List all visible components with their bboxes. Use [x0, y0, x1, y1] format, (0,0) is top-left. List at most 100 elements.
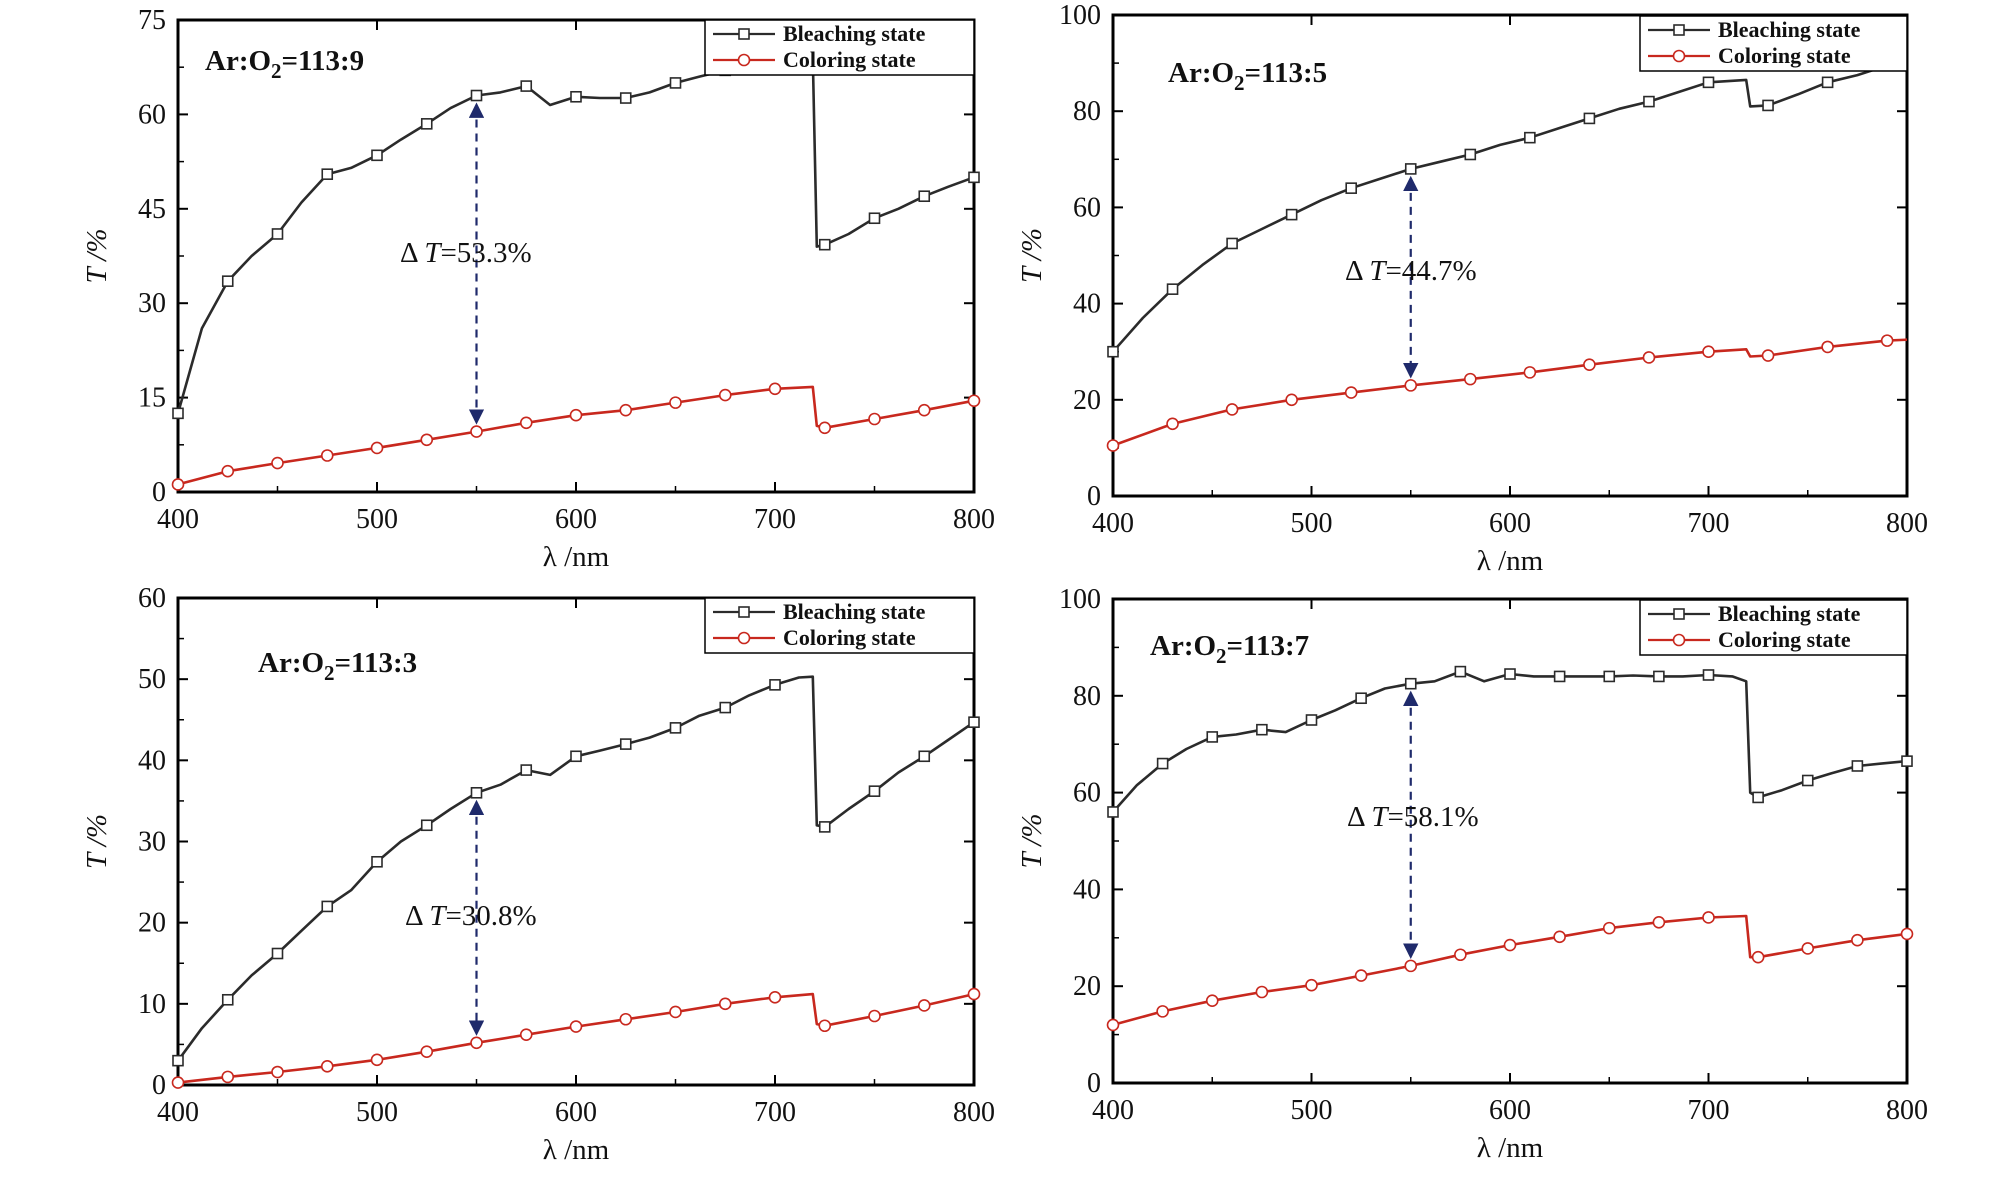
y-tick-label: 80: [1073, 681, 1101, 712]
y-tick-label: 100: [1059, 0, 1101, 31]
coloring-circle-marker: [1205, 994, 1219, 1008]
bleaching-square-marker: [520, 764, 533, 776]
coloring-circle-marker: [320, 449, 334, 462]
bleaching-square-marker: [918, 750, 931, 763]
coloring-circle-marker: [1751, 950, 1765, 964]
bleaching-square-marker: [1752, 791, 1764, 804]
coloring-circle-marker: [171, 1076, 185, 1089]
y-tick-label: 10: [138, 989, 166, 1020]
coloring-circle-marker: [1464, 372, 1477, 386]
legend-coloring-label: Coloring state: [783, 47, 916, 72]
coloring-circle-marker: [718, 997, 732, 1011]
coloring-circle-marker: [669, 396, 682, 409]
bleaching-square-marker: [520, 80, 533, 92]
coloring-circle-marker: [1225, 403, 1239, 416]
bleaching-square-marker: [1524, 131, 1536, 144]
y-tick-label: 60: [1073, 192, 1101, 223]
y-axis-title: T /%: [1016, 813, 1048, 868]
coloring-circle-marker: [1900, 927, 1914, 941]
bleaching-square-marker: [1305, 714, 1318, 726]
y-tick-label: 50: [138, 664, 166, 695]
coloring-circle-marker: [1602, 921, 1616, 935]
coloring-circle-marker: [1404, 379, 1418, 392]
x-axis-title: λ /nm: [543, 1134, 610, 1166]
condition-prefix: Ar:O: [1150, 630, 1216, 662]
x-tick-label: 400: [1092, 508, 1134, 539]
bleaching-square-marker: [1643, 95, 1655, 108]
legend-bleaching-marker: [1673, 24, 1685, 36]
x-tick-label: 500: [356, 504, 398, 535]
coloring-circle-marker: [370, 441, 384, 455]
condition-label: Ar:O2=113:5: [1168, 57, 1327, 95]
bleaching-series-line: [176, 56, 975, 414]
bleaching-square-marker: [1901, 755, 1913, 767]
bleaching-square-marker: [1226, 237, 1238, 250]
y-tick-label: 40: [1073, 874, 1101, 905]
delta-label: Δ T=53.3%: [400, 237, 532, 269]
coloring-circle-marker: [470, 1036, 483, 1050]
x-tick-label: 700: [1688, 508, 1730, 539]
coloring-circle-marker: [718, 388, 732, 402]
y-tick-label: 15: [138, 383, 166, 414]
bleaching-square-marker: [1404, 163, 1417, 175]
coloring-circle-marker: [1454, 948, 1467, 962]
x-tick-label: 800: [953, 504, 995, 535]
y-axis-title: T /%: [81, 228, 113, 283]
x-tick-label: 500: [1291, 508, 1333, 539]
y-tick-label: 20: [1073, 385, 1101, 416]
y-tick-label: 40: [1073, 289, 1101, 320]
coloring-circle-marker: [1285, 393, 1298, 407]
delta-value: =30.8%: [445, 900, 536, 932]
coloring-circle-marker: [1523, 366, 1537, 379]
coloring-circle-marker: [669, 1005, 682, 1019]
y-tick-label: 60: [138, 99, 166, 130]
bleaching-square-marker: [1762, 99, 1774, 112]
bleaching-square-marker: [619, 738, 632, 750]
coloring-circle-marker: [868, 1009, 881, 1023]
condition-subscript: 2: [1234, 71, 1245, 95]
legend-bleaching-marker: [738, 28, 750, 40]
y-tick-label: 20: [138, 908, 166, 939]
bleaching-square-marker: [1702, 669, 1715, 681]
coloring-circle-marker: [967, 987, 981, 1001]
chart-panel-3: 400 500 600 700 800 0 10 20 30 40 50 60 λ /nm T /% Δ T…: [81, 583, 995, 1166]
coloring-circle-marker: [1404, 959, 1418, 973]
coloring-circle-marker: [768, 991, 782, 1004]
coloring-circle-marker: [1702, 345, 1715, 359]
bleaching-square-marker: [1851, 760, 1864, 772]
delta-label: Δ T=44.7%: [1345, 255, 1477, 287]
coloring-circle-marker: [1305, 978, 1318, 992]
bleaching-square-marker: [1285, 208, 1298, 221]
delta-var: T: [424, 237, 442, 269]
coloring-circle-marker: [967, 394, 981, 408]
coloring-circle-marker: [271, 456, 284, 470]
bleaching-square-marker: [818, 821, 831, 833]
condition-label: Ar:O2=113:3: [258, 647, 417, 685]
coloring-circle-marker: [1702, 911, 1715, 924]
bleaching-square-marker: [868, 212, 881, 225]
y-tick-label: 75: [138, 5, 166, 36]
y-tick-label: 30: [138, 827, 166, 858]
bleaching-square-marker: [719, 701, 732, 714]
bleaching-square-marker: [968, 716, 980, 728]
bleaching-square-marker: [172, 407, 184, 420]
bleaching-square-marker: [619, 92, 632, 104]
coloring-circle-marker: [1166, 417, 1179, 431]
y-tick-label: 60: [138, 583, 166, 614]
coloring-circle-marker: [1106, 1018, 1120, 1032]
coloring-circle-marker: [1344, 386, 1358, 399]
condition-suffix: =113:5: [1245, 57, 1328, 89]
condition-subscript: 2: [1216, 644, 1227, 668]
legend-coloring-marker: [737, 53, 751, 67]
coloring-circle-marker: [619, 403, 633, 417]
coloring-circle-marker: [1821, 340, 1834, 354]
coloring-circle-marker: [1553, 930, 1566, 944]
legend-bleaching-label: Bleaching state: [1718, 17, 1861, 42]
coloring-circle-marker: [917, 999, 931, 1012]
coloring-circle-marker: [1255, 985, 1269, 999]
x-axis-title: λ /nm: [1477, 545, 1544, 577]
bleaching-square-marker: [1702, 76, 1715, 89]
